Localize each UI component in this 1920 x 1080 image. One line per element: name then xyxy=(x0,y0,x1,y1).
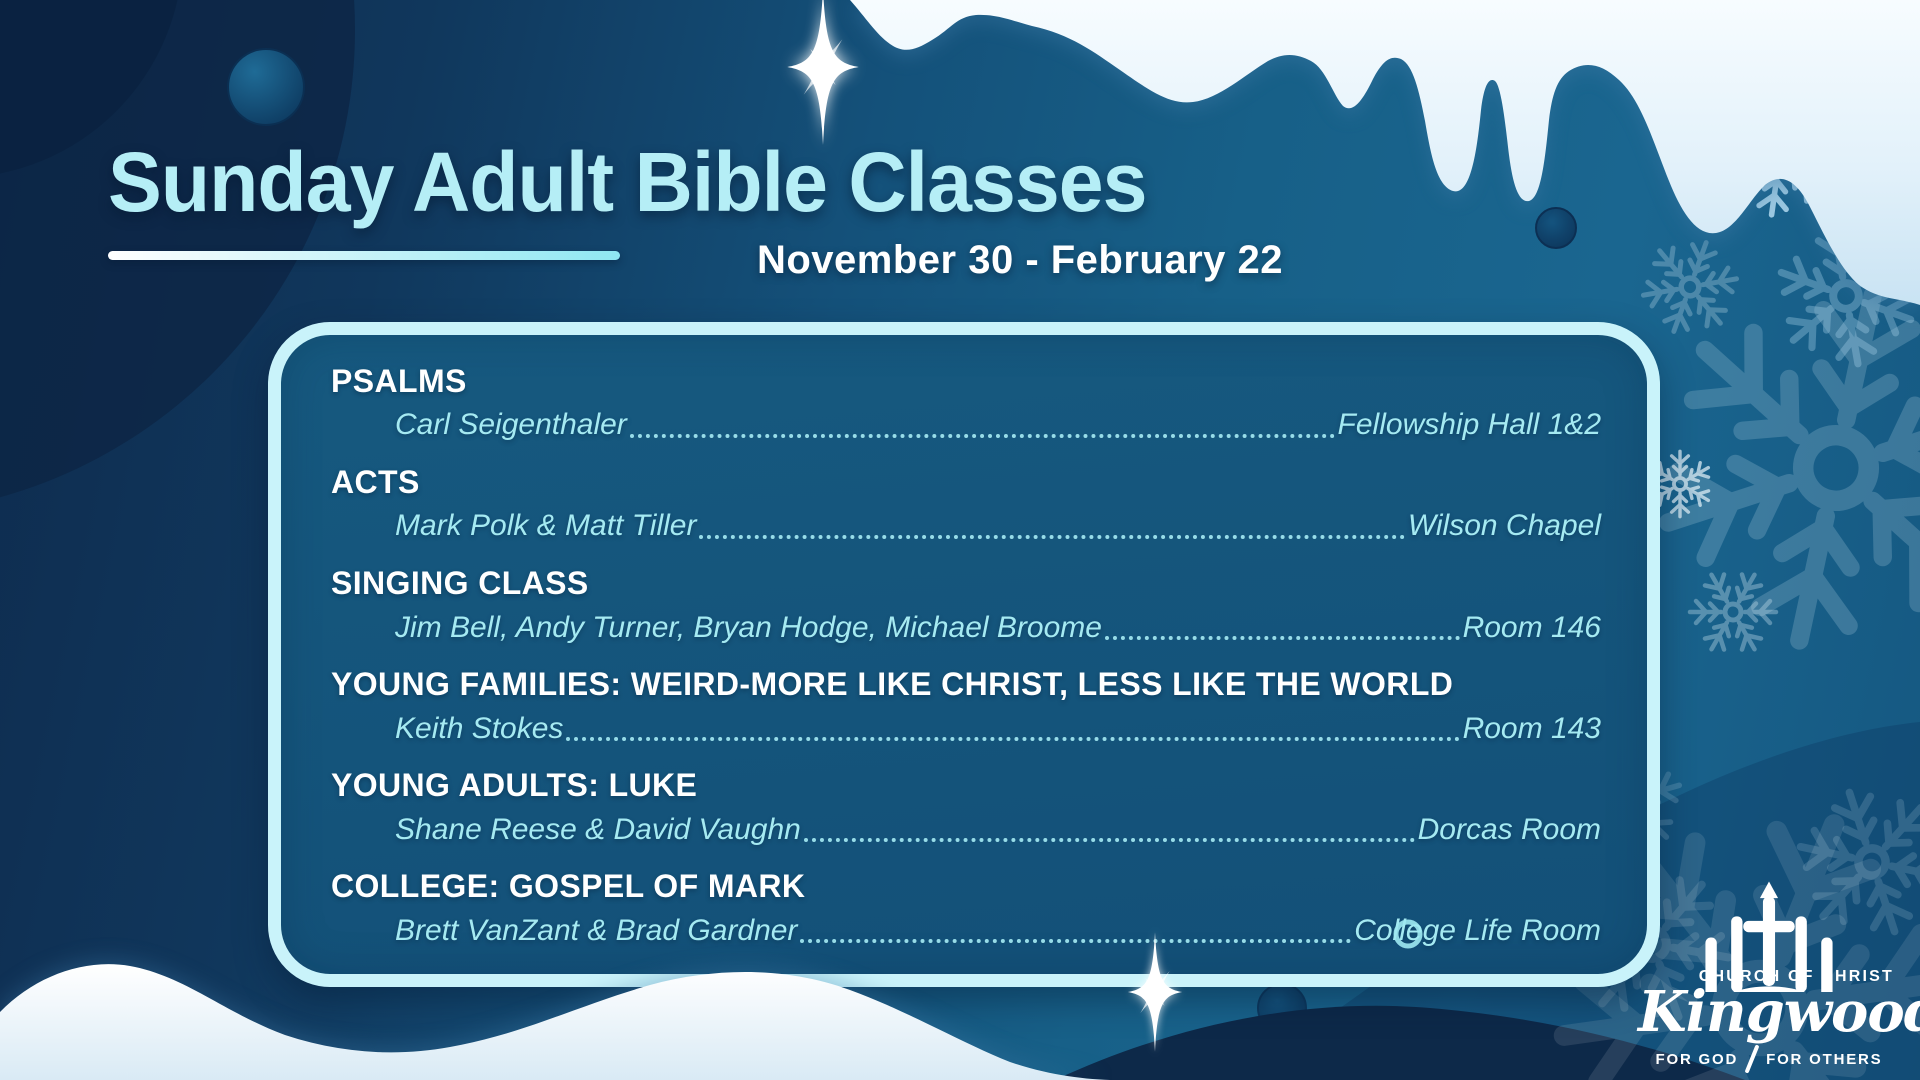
class-location: Room 146 xyxy=(1462,610,1601,644)
class-teachers: Jim Bell, Andy Turner, Bryan Hodge, Mich… xyxy=(395,610,1102,644)
class-location: Fellowship Hall 1&2 xyxy=(1337,408,1601,442)
class-name: YOUNG ADULTS: LUKE xyxy=(331,767,698,804)
class-teachers: Shane Reese & David Vaughn xyxy=(395,812,801,846)
snowflake-icon xyxy=(1630,226,1751,347)
class-teachers: Keith Stokes xyxy=(395,711,564,745)
snowflake-icon xyxy=(1767,216,1920,375)
class-teachers: Mark Polk & Matt Tiller xyxy=(395,509,697,543)
snowflake-icon xyxy=(1719,102,1839,222)
class-detail-line: Jim Bell, Andy Turner, Bryan Hodge, Mich… xyxy=(395,607,1601,650)
class-entry: SINGING CLASS Jim Bell, Andy Turner, Bry… xyxy=(331,561,1601,649)
snowflake-icon xyxy=(1674,553,1791,670)
logo-church-name: Kingwood xyxy=(1638,978,1920,1045)
class-name: SINGING CLASS xyxy=(331,565,589,602)
dot-leader xyxy=(629,434,1335,439)
date-range: November 30 - February 22 xyxy=(756,238,1284,282)
dot-leader xyxy=(566,737,1460,742)
church-logo: CHURCH OF CHRIST Kingwood FOR GOD FOR OT… xyxy=(1638,880,1920,1074)
class-detail-line: Brett VanZant & Brad Gardner College Lif… xyxy=(395,910,1601,953)
dot-leader xyxy=(803,838,1415,843)
class-detail-line: Shane Reese & David Vaughn Dorcas Room xyxy=(395,809,1601,852)
class-name: COLLEGE: GOSPEL OF MARK xyxy=(331,868,806,905)
class-detail-line: Keith Stokes Room 143 xyxy=(395,708,1601,751)
class-entry: ACTS Mark Polk & Matt Tiller Wilson Chap… xyxy=(331,460,1601,548)
class-name: ACTS xyxy=(331,464,420,501)
class-location: Room 143 xyxy=(1462,711,1601,745)
logo-motto: FOR GOD FOR OTHERS xyxy=(1638,1044,1900,1074)
class-name: PSALMS xyxy=(331,363,467,399)
class-location: Dorcas Room xyxy=(1417,812,1601,846)
slash-icon xyxy=(1744,1044,1760,1074)
class-entry: YOUNG FAMILIES: WEIRD-MORE LIKE CHRIST, … xyxy=(331,662,1601,750)
class-name: YOUNG FAMILIES: WEIRD-MORE LIKE CHRIST, … xyxy=(331,666,1454,703)
class-schedule-panel: PSALMS Carl Seigenthaler Fellowship Hall… xyxy=(268,322,1660,987)
sparkle-icon xyxy=(787,0,859,145)
logo-motto-right: FOR OTHERS xyxy=(1766,1050,1883,1068)
class-entry: COLLEGE: GOSPEL OF MARK Brett VanZant & … xyxy=(331,864,1601,952)
class-teachers: Brett VanZant & Brad Gardner xyxy=(395,913,798,947)
page-title: Sunday Adult Bible Classes xyxy=(108,135,1148,229)
title-underline xyxy=(108,251,620,260)
class-entry: YOUNG ADULTS: LUKE Shane Reese & David V… xyxy=(331,763,1601,851)
dot-leader xyxy=(699,535,1405,540)
class-detail-line: Mark Polk & Matt Tiller Wilson Chapel xyxy=(395,505,1601,548)
snowflake-icon xyxy=(1628,259,1920,677)
class-teachers: Carl Seigenthaler xyxy=(395,408,627,442)
logo-motto-left: FOR GOD xyxy=(1655,1050,1739,1068)
class-detail-line: Carl Seigenthaler Fellowship Hall 1&2 xyxy=(395,404,1601,447)
class-location: Wilson Chapel xyxy=(1407,509,1601,543)
class-location: College Life Room xyxy=(1354,913,1601,947)
dot-leader xyxy=(800,939,1352,944)
class-entry: PSALMS Carl Seigenthaler Fellowship Hall… xyxy=(331,359,1601,447)
dot-leader xyxy=(1104,636,1460,641)
